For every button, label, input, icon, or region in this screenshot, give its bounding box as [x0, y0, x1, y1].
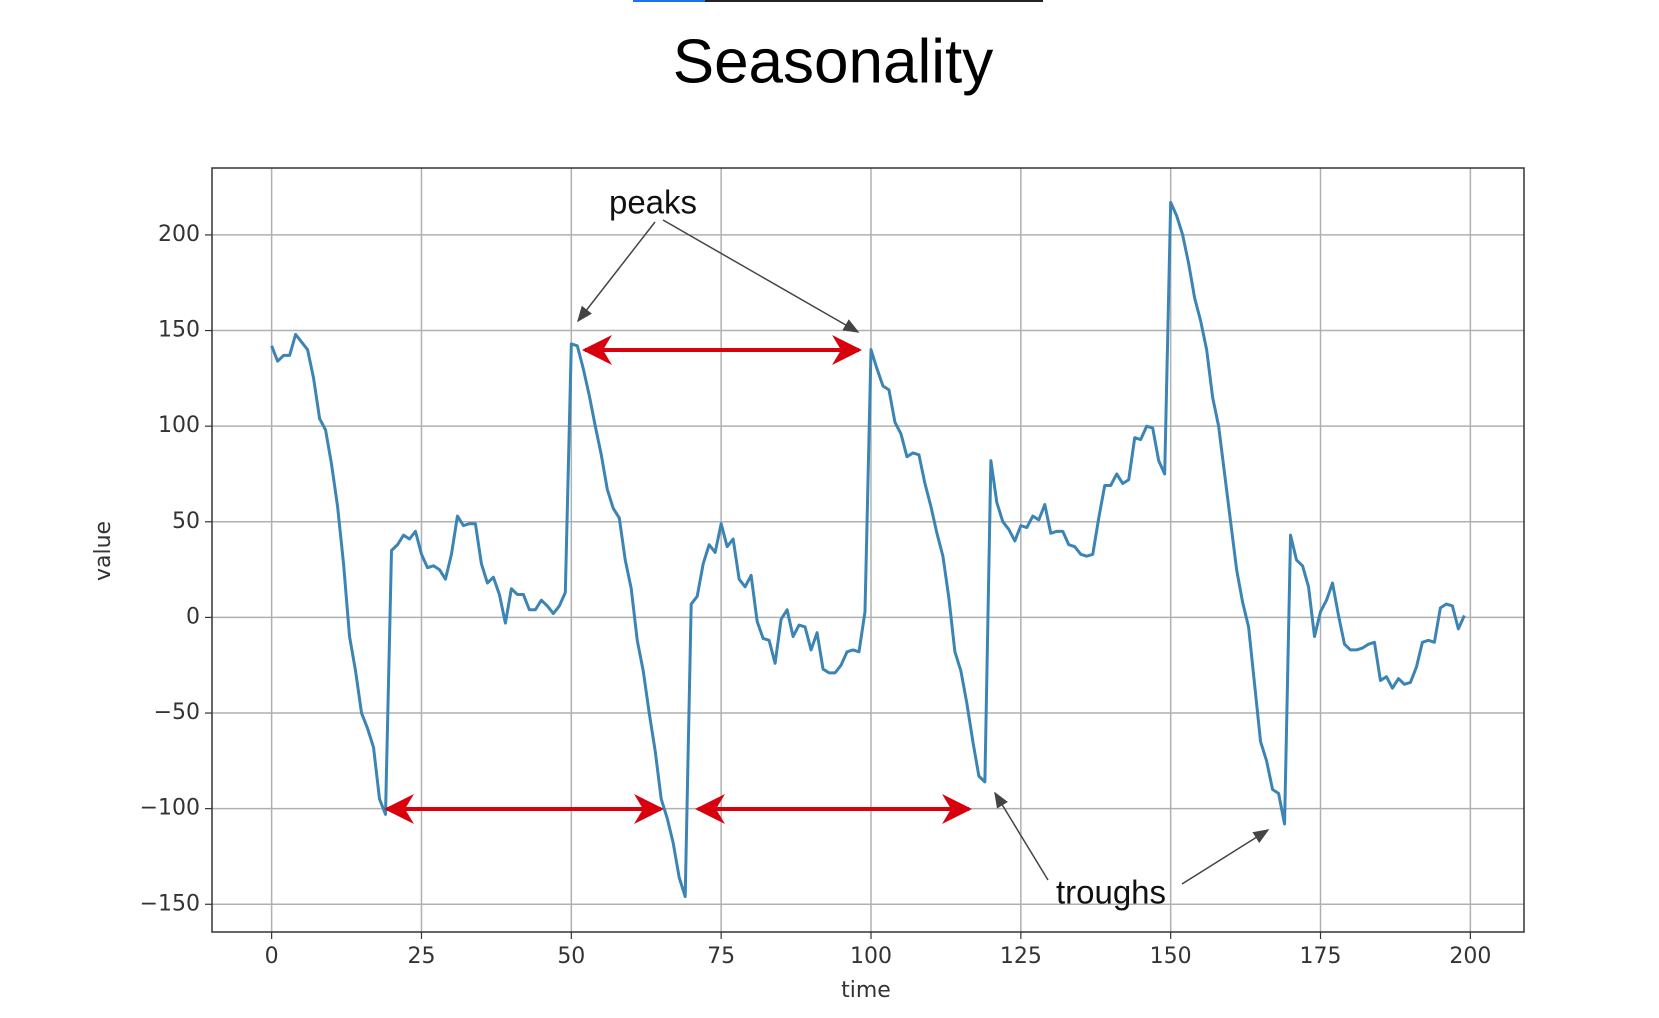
- annotation-text: troughs: [1056, 874, 1166, 911]
- annotation-arrow: [577, 221, 656, 323]
- y-tick-label: 0: [186, 604, 200, 629]
- y-tick-label: 150: [158, 318, 200, 343]
- y-axis-label: value: [91, 521, 116, 581]
- progress-bar: [633, 0, 705, 2]
- x-tick-label: 175: [1300, 944, 1342, 969]
- data-line: [270, 200, 1466, 899]
- plot-frame: [211, 167, 1525, 933]
- chart-title: Seasonality: [673, 27, 994, 96]
- annotation-text: peaks: [609, 184, 697, 221]
- annotation-arrow: [1181, 829, 1270, 885]
- y-tick-label: 200: [158, 222, 200, 247]
- x-tick-label: 125: [1000, 944, 1042, 969]
- x-tick-label: 0: [265, 944, 279, 969]
- y-tick-label: −50: [154, 700, 200, 725]
- progress-track: [705, 0, 1043, 2]
- annotation-arrow: [662, 219, 860, 333]
- x-tick-label: 50: [557, 944, 585, 969]
- x-tick-label: 150: [1150, 944, 1192, 969]
- y-tick-label: −100: [140, 796, 200, 821]
- x-tick-label: 75: [707, 944, 735, 969]
- y-tick-label: 50: [172, 509, 200, 534]
- x-tick-label: 200: [1449, 944, 1491, 969]
- x-axis-label: time: [841, 978, 891, 1003]
- plot-area: 0 25 50 75 100 125 150 175 200 −150 −100 −50 0 50 100 1…: [140, 167, 1525, 969]
- y-tick-label: 100: [158, 413, 200, 438]
- annotation-arrow: [994, 791, 1049, 881]
- y-tick-label: −150: [140, 891, 200, 916]
- x-tick-label: 100: [850, 944, 892, 969]
- x-tick-label: 25: [407, 944, 435, 969]
- annotation-layer: peaks troughs: [384, 184, 1270, 911]
